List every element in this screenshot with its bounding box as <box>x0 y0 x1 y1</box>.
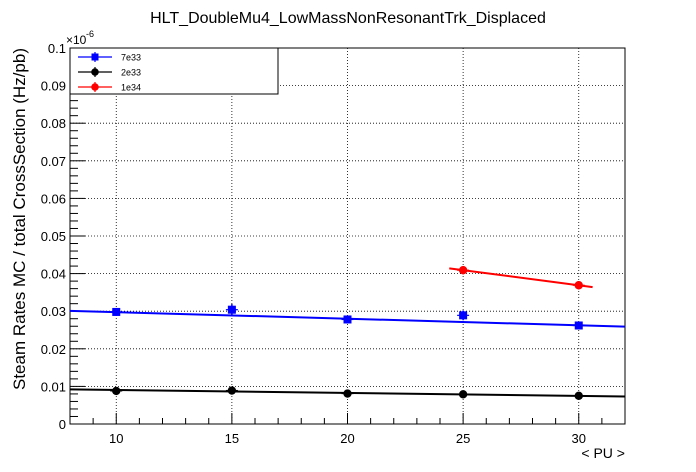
data-point <box>112 386 121 396</box>
legend-marker <box>91 53 99 61</box>
x-tick-label: 15 <box>225 431 239 446</box>
y-tick-label: 0.03 <box>41 304 66 319</box>
data-point <box>458 390 468 399</box>
x-tick-label: 25 <box>456 431 470 446</box>
legend-label: 7e33 <box>121 53 141 63</box>
x-tick-label: 30 <box>572 431 586 446</box>
x-tick-label: 20 <box>340 431 354 446</box>
x-tick-label: 10 <box>109 431 123 446</box>
data-point <box>574 391 583 400</box>
data-point <box>574 321 583 330</box>
series-1e34 <box>449 266 593 290</box>
data-point <box>459 311 468 320</box>
legend: 7e33 2e33 1e34 <box>69 47 279 95</box>
series-layer <box>69 266 626 400</box>
axes: 10 15 20 25 30 0 0.01 0.02 0.03 0.04 0.05 0.06 0.07 0… <box>41 41 626 446</box>
y-exponent: ×10 -6 <box>66 29 94 47</box>
y-tick-label: 0.09 <box>41 79 66 94</box>
y-tick-label: 0.04 <box>41 267 66 282</box>
y-axis-label: Steam Rates MC / total CrossSection (Hz/… <box>10 48 29 390</box>
legend-label: 2e33 <box>121 68 141 78</box>
series-2e33 <box>69 386 626 400</box>
y-exponent-power: -6 <box>86 29 94 39</box>
data-point <box>458 266 468 275</box>
chart-title: HLT_DoubleMu4_LowMassNonResonantTrk_Disp… <box>150 10 546 27</box>
legend-marker <box>91 68 99 76</box>
data-point <box>227 305 236 314</box>
y-tick-label: 0.06 <box>41 191 66 206</box>
legend-entry: 7e33 <box>78 52 141 63</box>
y-tick-label: 0.05 <box>41 229 66 244</box>
y-tick-label: 0.02 <box>41 342 66 357</box>
y-exponent-base: ×10 <box>66 33 87 47</box>
legend-marker <box>91 83 99 91</box>
legend-entry: 2e33 <box>78 67 141 78</box>
data-point <box>343 315 352 324</box>
grid <box>70 48 625 424</box>
legend-label: 1e34 <box>121 83 141 93</box>
x-axis-label: < PU > <box>581 445 625 461</box>
data-point <box>227 386 237 395</box>
data-point <box>574 281 583 290</box>
data-point <box>343 389 352 398</box>
y-tick-label: 0 <box>59 417 66 432</box>
legend-box <box>69 47 279 95</box>
y-tick-label: 0.01 <box>41 379 66 394</box>
fit-line <box>449 267 593 289</box>
y-tick-label: 0.07 <box>41 154 66 169</box>
y-tick-label: 0.08 <box>41 116 66 131</box>
y-tick-label: 0.1 <box>48 41 66 56</box>
legend-entry: 1e34 <box>78 82 141 93</box>
series-7e33 <box>69 304 626 330</box>
data-point <box>112 307 121 316</box>
